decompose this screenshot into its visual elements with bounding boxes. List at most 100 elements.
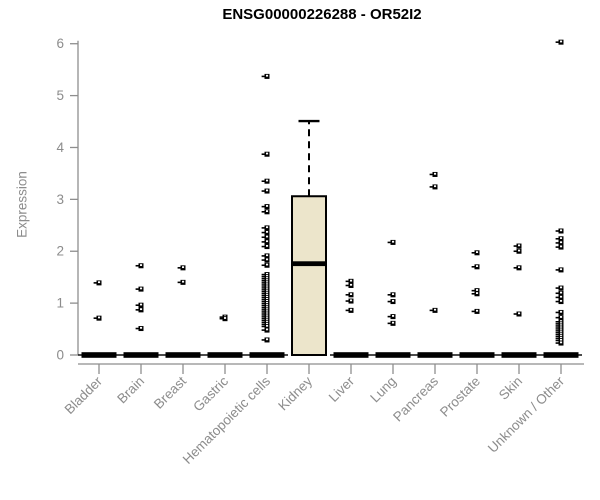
- data-point-center: [266, 289, 269, 292]
- data-point-center: [182, 266, 185, 269]
- data-point-center: [560, 320, 563, 322]
- zero-median-bar: [207, 352, 243, 358]
- data-point-center: [476, 309, 479, 312]
- y-tick-label: 3: [56, 192, 64, 207]
- data-point-center: [266, 314, 269, 317]
- data-point-center: [266, 310, 269, 313]
- data-point-center: [266, 235, 269, 238]
- data-point-center: [266, 302, 269, 304]
- zero-median-bar: [375, 352, 411, 358]
- data-point-center: [266, 226, 269, 229]
- data-point-center: [266, 210, 269, 213]
- data-point-center: [266, 283, 269, 286]
- data-point-center: [476, 265, 479, 268]
- data-point-center: [266, 299, 269, 302]
- zero-median-bar: [501, 352, 537, 358]
- data-point-center: [266, 297, 269, 300]
- data-point-center: [476, 289, 479, 291]
- data-point-center: [560, 324, 563, 327]
- data-point-center: [560, 330, 563, 333]
- data-point-center: [518, 312, 521, 315]
- x-category-label: Pancreas: [390, 373, 441, 424]
- y-tick-label: 1: [56, 296, 64, 311]
- data-point-center: [266, 258, 269, 261]
- data-point-center: [266, 306, 269, 308]
- data-point-center: [350, 293, 353, 296]
- data-point-center: [266, 263, 269, 266]
- data-point-center: [518, 249, 521, 252]
- data-point-center: [266, 275, 269, 277]
- x-category-label: Unknown / Other: [485, 373, 568, 456]
- boxplot-median: [292, 261, 326, 267]
- x-category-label: Lung: [367, 374, 399, 406]
- x-category-label: Bladder: [62, 373, 106, 417]
- data-point-center: [560, 338, 563, 341]
- data-point-center: [560, 299, 563, 302]
- zero-median-bar: [543, 352, 579, 358]
- data-point-center: [266, 74, 269, 77]
- zero-median-bar: [417, 352, 453, 358]
- data-point-center: [266, 240, 269, 243]
- zero-median-bar: [249, 352, 285, 358]
- data-point-center: [560, 295, 563, 298]
- data-point-center: [266, 308, 269, 311]
- boxplot-box: [291, 195, 327, 356]
- data-point-center: [392, 299, 395, 302]
- data-point-center: [392, 240, 395, 243]
- data-point-center: [560, 40, 563, 43]
- data-point-center: [266, 322, 269, 325]
- x-category-label: Breast: [151, 373, 189, 411]
- data-point-center: [266, 320, 269, 323]
- data-point-center: [392, 293, 395, 296]
- data-point-center: [266, 230, 269, 233]
- y-tick-label: 4: [56, 140, 64, 155]
- data-point-center: [266, 272, 269, 275]
- data-point-center: [266, 205, 269, 207]
- data-point-center: [266, 338, 269, 341]
- data-point-center: [560, 334, 563, 337]
- data-point-center: [224, 317, 227, 319]
- data-point-center: [266, 244, 269, 247]
- chart-title: ENSG00000226288 - OR52I2: [222, 6, 422, 23]
- y-tick-label: 5: [56, 88, 64, 103]
- x-category-label: Kidney: [275, 373, 315, 413]
- data-point-center: [350, 308, 353, 311]
- data-point-center: [560, 241, 563, 244]
- data-point-center: [266, 254, 269, 257]
- data-point-center: [266, 304, 269, 306]
- zero-median-bar: [459, 352, 495, 358]
- data-point-center: [350, 283, 353, 286]
- data-point-center: [266, 318, 269, 321]
- data-point-center: [266, 324, 269, 327]
- data-point-center: [140, 326, 143, 329]
- zero-median-bar: [81, 352, 117, 358]
- data-point-center: [518, 266, 521, 269]
- data-point-center: [98, 316, 101, 319]
- x-category-label: Brain: [114, 374, 147, 407]
- x-category-label: Skin: [496, 374, 525, 403]
- data-point-center: [560, 291, 563, 294]
- data-point-center: [434, 308, 437, 311]
- data-point-center: [182, 280, 185, 283]
- zero-median-bar: [333, 352, 369, 358]
- data-point-center: [266, 279, 269, 282]
- data-point-center: [266, 295, 269, 298]
- data-point-center: [518, 244, 521, 247]
- data-point-center: [560, 316, 563, 318]
- data-point-center: [560, 326, 563, 329]
- x-category-label: Prostate: [437, 374, 483, 420]
- data-point-center: [266, 312, 269, 315]
- x-category-label: Liver: [326, 373, 358, 405]
- data-point-center: [266, 316, 269, 319]
- data-point-center: [266, 287, 269, 290]
- data-point-center: [560, 237, 563, 239]
- data-point-center: [266, 189, 269, 192]
- data-point-center: [350, 299, 353, 302]
- data-point-center: [476, 292, 479, 294]
- y-axis-label: Expression: [14, 171, 30, 238]
- data-point-center: [98, 281, 101, 284]
- x-category-label: Gastric: [190, 373, 231, 414]
- data-point-center: [560, 341, 563, 344]
